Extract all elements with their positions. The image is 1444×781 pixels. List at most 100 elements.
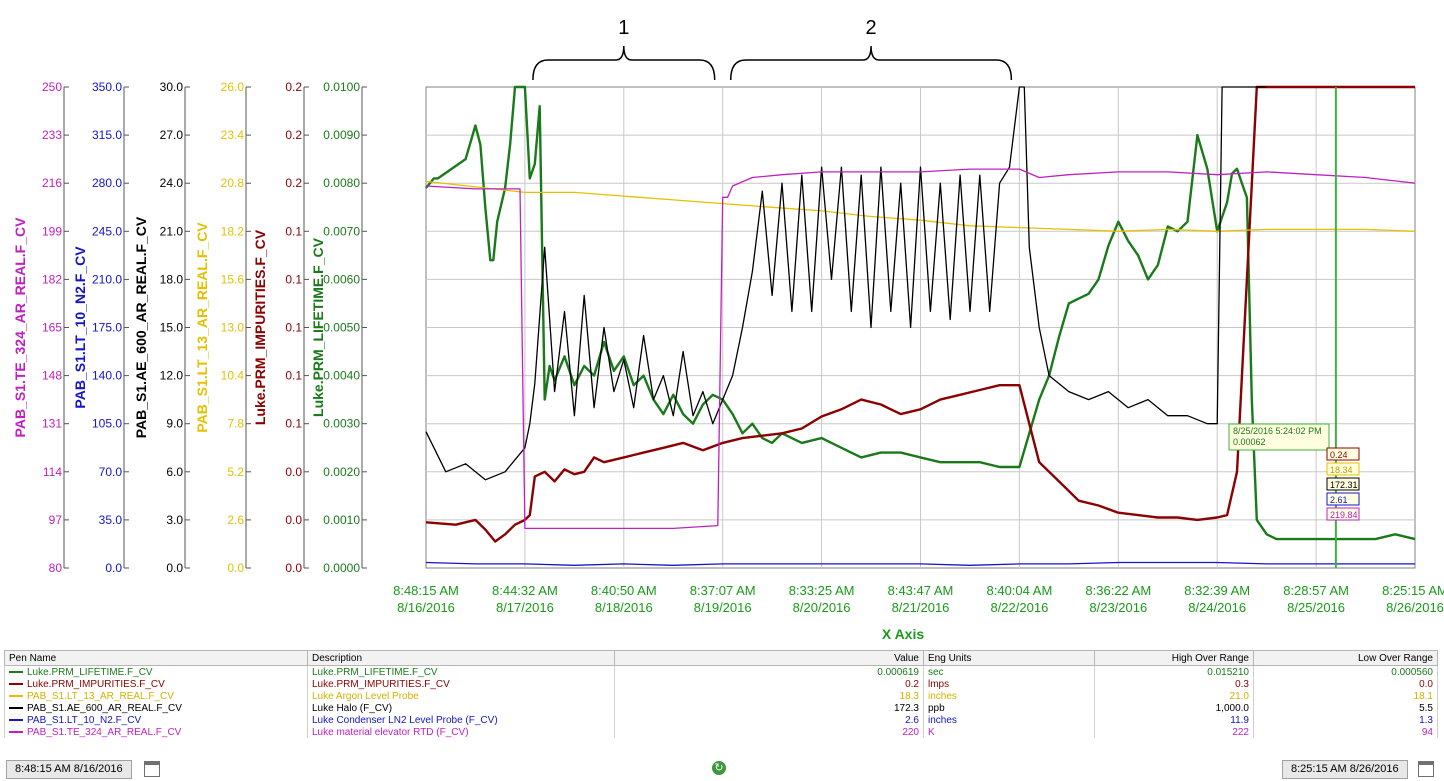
legend-eng-units: sec	[923, 665, 1095, 678]
legend-row[interactable]: Luke.PRM_LIFETIME.F_CV Luke.PRM_LIFETIME.…	[4, 665, 1438, 678]
y-tick-label-te324: 131	[42, 417, 62, 431]
bracket-annotation	[532, 45, 716, 81]
y-tick-label-imp: 0.2	[285, 176, 302, 190]
y-tick-label-lt13: 18.2	[221, 224, 245, 238]
legend-high-over-range: 11.9	[1094, 714, 1254, 726]
legend-row[interactable]: Luke.PRM_IMPURITIES.F_CV Luke.PRM_IMPURIT…	[4, 678, 1438, 690]
y-tick-label-lt13: 20.8	[221, 176, 245, 190]
header-low-over-range[interactable]: Low Over Range	[1253, 650, 1438, 666]
legend-eng-units: inches	[923, 714, 1095, 726]
cursor-value-text: 18.34	[1330, 465, 1353, 475]
legend-high-over-range-text: 21.0	[1229, 690, 1249, 702]
y-tick-label-life: 0.0050	[323, 321, 360, 335]
legend-value: 220	[614, 726, 924, 738]
legend-pen-name: Luke.PRM_LIFETIME.F_CV	[4, 665, 308, 678]
legend-description-text: Luke material elevator RTD (F_CV)	[312, 726, 469, 738]
y-tick-label-lt10: 210.0	[92, 272, 122, 286]
legend-value-text: 0.000619	[877, 666, 919, 678]
x-tick-date: 8/16/2016	[397, 600, 455, 615]
y-tick-label-lt10: 0.0	[105, 561, 122, 575]
legend-description-text: Luke.PRM_LIFETIME.F_CV	[312, 666, 438, 678]
y-axis-title-lt13: PAB_S1.LT_13_AR_REAL.F_CV	[194, 222, 210, 433]
y-tick-label-life: 0.0060	[323, 272, 360, 286]
legend-high-over-range: 21.0	[1094, 690, 1254, 702]
pen-color-swatch	[9, 718, 23, 721]
header-high-over-range[interactable]: High Over Range	[1094, 650, 1254, 666]
x-tick-time: 8:36:22 AM	[1085, 583, 1151, 598]
header-eng-units[interactable]: Eng Units	[923, 650, 1095, 666]
y-axis-title-ae600: PAB_S1.AE_600_AR_REAL.F_CV	[133, 216, 149, 438]
y-tick-label-ae600: 9.0	[166, 417, 183, 431]
y-tick-label-te324: 114	[43, 465, 62, 479]
x-tick-date: 8/26/2016	[1386, 600, 1444, 615]
header-description[interactable]: Description	[307, 650, 615, 666]
legend-high-over-range-text: 0.015210	[1207, 666, 1249, 678]
cursor-value-text: 2.61	[1330, 495, 1348, 505]
legend-pen-name: PAB_S1.LT_10_N2.F_CV	[4, 714, 308, 726]
refresh-icon[interactable]: ↻	[712, 761, 726, 775]
y-tick-label-imp: 0.0	[285, 561, 302, 575]
y-tick-label-lt10: 245.0	[92, 224, 122, 238]
y-tick-label-ae600: 15.0	[160, 321, 184, 335]
y-tick-label-ae600: 30.0	[160, 80, 184, 94]
legend-row[interactable]: PAB_S1.AE_600_AR_REAL.F_CV Luke Halo (F_C…	[4, 702, 1438, 714]
y-tick-label-te324: 97	[49, 513, 63, 527]
y-tick-label-ae600: 24.0	[160, 176, 184, 190]
legend-row[interactable]: PAB_S1.LT_13_AR_REAL.F_CV Luke Argon Leve…	[4, 690, 1438, 702]
y-tick-label-imp: 0.1	[285, 321, 302, 335]
y-axis-title-imp: Luke.PRM_IMPURITIES.F_CV	[252, 229, 268, 425]
y-tick-label-te324: 250	[42, 80, 62, 94]
header-pen-name[interactable]: Pen Name	[4, 650, 308, 666]
legend-eng-units-text: lmps	[928, 678, 950, 690]
x-tick-time: 8:44:32 AM	[492, 583, 558, 598]
y-tick-label-life: 0.0010	[323, 513, 360, 527]
y-tick-label-life: 0.0090	[323, 128, 360, 142]
y-tick-label-lt13: 15.6	[221, 272, 245, 286]
y-tick-label-life: 0.0020	[323, 465, 360, 479]
legend-low-over-range-text: 0.0	[1419, 678, 1433, 690]
bracket-label: 2	[865, 17, 876, 39]
legend-pen-name: PAB_S1.TE_324_AR_REAL.F_CV	[4, 726, 308, 738]
y-tick-label-life: 0.0030	[323, 417, 360, 431]
series-line-te324	[425, 168, 1416, 530]
y-tick-label-te324: 165	[42, 321, 62, 335]
legend-eng-units-text: inches	[928, 714, 957, 726]
header-value[interactable]: Value	[614, 650, 924, 666]
legend-low-over-range: 0.000560	[1253, 665, 1438, 678]
series-layer	[425, 85, 1416, 566]
y-tick-label-ae600: 3.0	[166, 513, 183, 527]
legend-description: Luke.PRM_IMPURITIES.F_CV	[307, 678, 615, 690]
legend-value: 2.6	[614, 714, 924, 726]
legend-high-over-range: 0.015210	[1094, 665, 1254, 678]
legend-pen-name-text: Luke.PRM_LIFETIME.F_CV	[27, 666, 153, 678]
cursor-value-box	[1326, 507, 1360, 521]
legend-low-over-range-text: 18.1	[1413, 690, 1433, 702]
legend-row[interactable]: PAB_S1.LT_10_N2.F_CV Luke Condenser LN2 L…	[4, 714, 1438, 726]
legend-high-over-range-text: 1,000.0	[1215, 702, 1249, 714]
legend-row[interactable]: PAB_S1.TE_324_AR_REAL.F_CV Luke material …	[4, 726, 1438, 738]
y-tick-label-te324: 182	[42, 272, 62, 286]
y-tick-label-te324: 216	[42, 176, 62, 190]
x-tick-date: 8/20/2016	[793, 600, 851, 615]
legend-low-over-range-text: 5.5	[1419, 702, 1433, 714]
cursor-value-text: 219.84	[1330, 510, 1358, 520]
end-time-field[interactable]: 8:25:15 AM 8/26/2016	[1282, 760, 1408, 779]
legend-description-text: Luke Halo (F_CV)	[312, 702, 393, 714]
legend-value: 0.000619	[614, 665, 924, 678]
legend-low-over-range: 18.1	[1253, 690, 1438, 702]
legend-high-over-range-text: 0.3	[1235, 678, 1249, 690]
x-tick-time: 8:43:47 AM	[888, 583, 954, 598]
calendar-icon[interactable]	[144, 761, 160, 777]
y-tick-label-lt13: 13.0	[221, 321, 245, 335]
legend-eng-units-text: ppb	[928, 702, 945, 714]
y-tick-label-ae600: 12.0	[160, 369, 184, 383]
trend-chart[interactable]: 80 97 114 131 148 165 182 199 216 233 250 PAB_S1.TE…	[0, 0, 1444, 650]
legend-eng-units: K	[923, 726, 1095, 738]
pen-legend-table: Pen Name Description Value Eng Units Hig…	[4, 650, 1438, 738]
cursor[interactable]: 8/25/2016 5:24:02 PM0.00062 0.24 18.34 172.…	[1228, 87, 1360, 568]
legend-pen-name-text: Luke.PRM_IMPURITIES.F_CV	[27, 678, 165, 690]
start-time-field[interactable]: 8:48:15 AM 8/16/2016	[6, 760, 132, 779]
y-tick-label-imp: 0.2	[285, 80, 302, 94]
calendar-icon[interactable]	[1418, 761, 1434, 777]
